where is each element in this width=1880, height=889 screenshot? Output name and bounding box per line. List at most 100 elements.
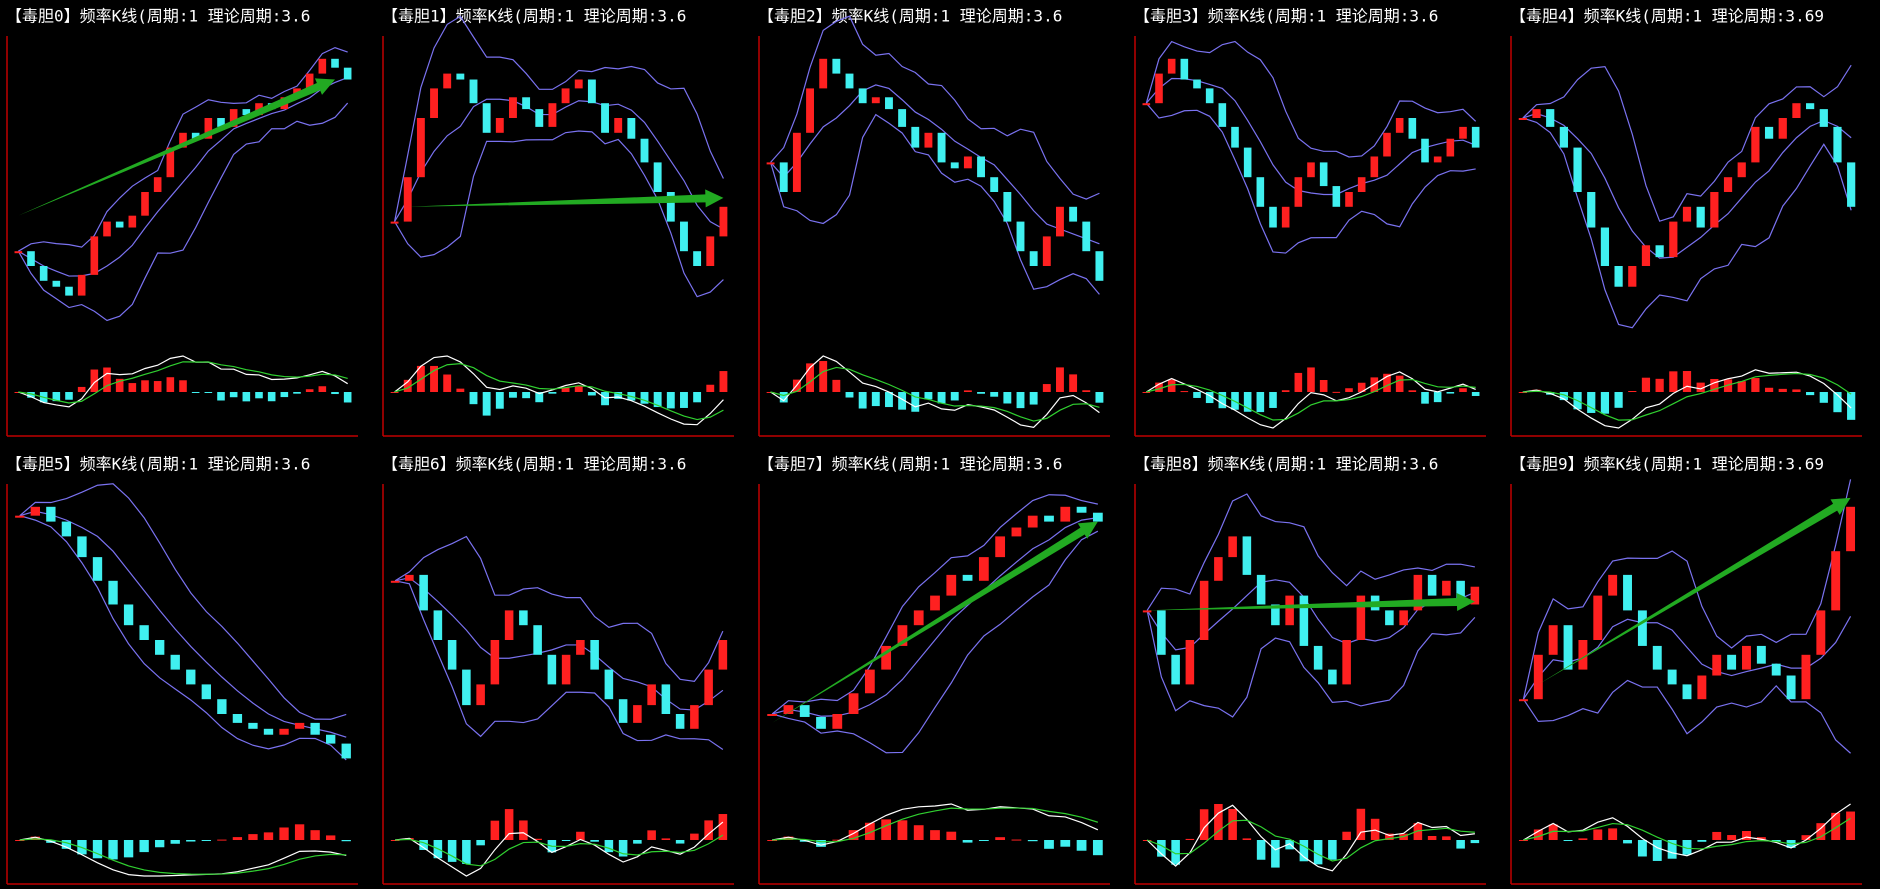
candle <box>1771 663 1781 676</box>
band-lower <box>394 130 724 298</box>
macd-bar <box>1029 392 1038 405</box>
macd-bar <box>1712 831 1722 840</box>
macd-bar <box>548 392 557 394</box>
macd-bar <box>1623 840 1632 844</box>
candle <box>1641 245 1651 266</box>
candle <box>792 132 801 192</box>
macd-bar <box>978 840 989 841</box>
candle <box>128 215 137 228</box>
macd-bar <box>331 392 339 395</box>
macd-bar <box>881 819 892 840</box>
macd-bar <box>1427 835 1437 840</box>
candle <box>627 118 636 139</box>
macd-bar <box>217 839 227 841</box>
macd-bar <box>469 392 478 405</box>
candle <box>1446 138 1455 157</box>
candle <box>469 79 478 104</box>
macd-bar <box>832 839 843 841</box>
candle <box>1614 266 1623 287</box>
macd-dea <box>1146 378 1476 421</box>
macd-bar <box>1518 392 1527 393</box>
macd-bar <box>680 392 688 408</box>
candle <box>430 88 438 118</box>
macd-bar <box>430 365 438 392</box>
panel-title: 【毒胆2】频率K线(周期:1 理论周期:3.6 <box>758 7 1062 26</box>
band-middle <box>1522 616 1852 700</box>
macd-bar <box>898 392 907 410</box>
macd-dea <box>772 807 1099 843</box>
candle <box>587 79 596 104</box>
candle <box>1682 206 1692 222</box>
candle <box>898 109 907 127</box>
panel-title: 【毒胆8】频率K线(周期:1 理论周期:3.6 <box>1134 455 1438 474</box>
macd-bar <box>191 392 200 393</box>
candle <box>1256 177 1265 207</box>
macd-bar <box>618 840 628 857</box>
candle <box>201 684 211 700</box>
candle <box>1356 595 1366 640</box>
macd-bar <box>1421 392 1429 404</box>
macd-bar <box>1383 373 1391 392</box>
macd-bar <box>1847 392 1856 420</box>
candle <box>1587 192 1596 228</box>
band-upper <box>394 535 724 682</box>
candle <box>1319 162 1328 187</box>
candle <box>153 177 162 192</box>
candle <box>1383 132 1391 157</box>
candle <box>1003 192 1012 222</box>
candle <box>653 162 662 192</box>
macd-bar <box>1016 392 1025 409</box>
candle <box>1345 192 1353 207</box>
candle <box>1016 221 1025 252</box>
macd-bar <box>1742 830 1751 840</box>
candle <box>462 669 471 706</box>
macd-dif <box>1522 369 1852 429</box>
candle <box>1307 162 1315 178</box>
macd-bar <box>217 392 225 401</box>
candle <box>1243 147 1252 178</box>
macd-bar <box>92 840 103 859</box>
candle <box>1399 610 1408 626</box>
candle <box>1076 506 1087 513</box>
macd-bar <box>1342 831 1351 840</box>
candle <box>1427 574 1437 596</box>
macd-bar <box>1637 840 1647 857</box>
candle <box>248 722 258 729</box>
candle <box>1027 515 1038 528</box>
candle <box>1470 586 1480 605</box>
macd-bar <box>1281 390 1290 392</box>
macd-bar <box>1456 840 1465 849</box>
candle <box>962 574 973 581</box>
candle <box>305 73 314 89</box>
candle <box>704 669 713 706</box>
candle <box>331 58 339 68</box>
macd-bar <box>267 392 276 402</box>
macd-bar <box>310 830 320 840</box>
macd-bar <box>1228 808 1237 840</box>
macd-bar <box>155 840 165 848</box>
macd-bar <box>186 840 196 842</box>
candle <box>217 118 225 127</box>
candle <box>1442 580 1451 596</box>
candle <box>977 156 985 178</box>
band-lower <box>771 530 1099 754</box>
candle <box>1155 73 1163 104</box>
macd-bar <box>1831 812 1841 840</box>
band-middle <box>394 98 724 230</box>
candle <box>326 734 336 744</box>
band-lower <box>1522 117 1852 329</box>
macd-bar <box>128 383 137 392</box>
macd-bar <box>61 840 72 849</box>
candle <box>1792 103 1801 118</box>
macd-bar <box>1299 840 1309 862</box>
candle <box>1142 610 1152 613</box>
candle <box>1082 221 1091 252</box>
candle <box>618 699 628 723</box>
candle <box>640 138 649 163</box>
candle <box>1578 640 1588 670</box>
macd-bar <box>1271 840 1280 868</box>
candle <box>924 132 933 148</box>
macd-bar <box>476 840 485 846</box>
band-upper <box>19 483 347 720</box>
candle <box>561 88 570 104</box>
